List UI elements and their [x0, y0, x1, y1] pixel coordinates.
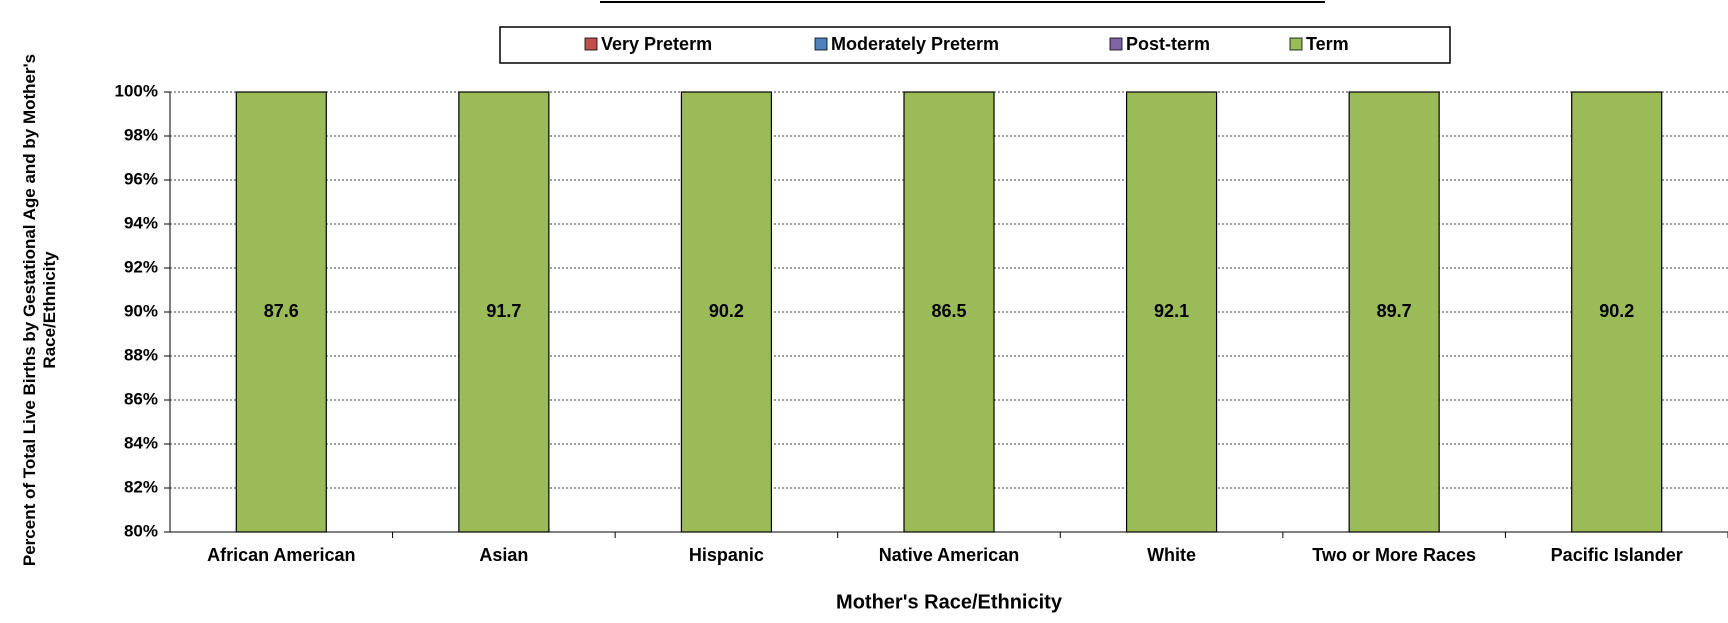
bar-segment: [458, 91, 550, 533]
x-tick-label: White: [1147, 545, 1196, 565]
bar-segment: [903, 91, 995, 533]
x-axis-title: Mother's Race/Ethnicity: [836, 591, 1063, 613]
data-label: 90.2: [709, 301, 744, 321]
y-tick-label: 90%: [124, 301, 158, 320]
x-tick-label: Hispanic: [689, 545, 764, 565]
x-tick-label: Asian: [479, 545, 528, 565]
y-tick-label: 100%: [115, 81, 158, 100]
legend-swatch: [814, 37, 828, 51]
y-tick-label: 98%: [124, 125, 158, 144]
x-tick-label: Native American: [879, 545, 1019, 565]
legend-label: Moderately Preterm: [831, 34, 999, 54]
x-tick-label: Two or More Races: [1312, 545, 1476, 565]
legend-label: Term: [1306, 34, 1349, 54]
legend-label: Post-term: [1126, 34, 1210, 54]
y-tick-label: 84%: [124, 433, 158, 452]
data-label: 92.1: [1154, 301, 1189, 321]
y-tick-label: 88%: [124, 345, 158, 364]
y-axis-title: Percent of Total Live Births by Gestatio…: [20, 53, 59, 567]
legend-label: Very Preterm: [601, 34, 712, 54]
y-tick-label: 94%: [124, 213, 158, 232]
bar-segment: [235, 91, 327, 533]
bar-segment: [1571, 91, 1663, 533]
data-label: 89.7: [1377, 301, 1412, 321]
y-tick-label: 92%: [124, 257, 158, 276]
y-tick-label: 96%: [124, 169, 158, 188]
legend-swatch: [1289, 37, 1303, 51]
legend-swatch: [584, 37, 598, 51]
data-label: 90.2: [1599, 301, 1634, 321]
bar-segment: [1348, 91, 1440, 533]
y-tick-label: 80%: [124, 521, 158, 540]
y-tick-label: 86%: [124, 389, 158, 408]
data-label: 87.6: [264, 301, 299, 321]
data-label: 86.5: [931, 301, 966, 321]
bar-segment: [1125, 91, 1218, 533]
data-label: 91.7: [486, 301, 521, 321]
x-tick-label: Pacific Islander: [1551, 545, 1683, 565]
x-tick-label: African American: [207, 545, 355, 565]
legend-swatch: [1109, 37, 1123, 51]
bar-segment: [680, 91, 773, 533]
y-tick-label: 82%: [124, 477, 158, 496]
